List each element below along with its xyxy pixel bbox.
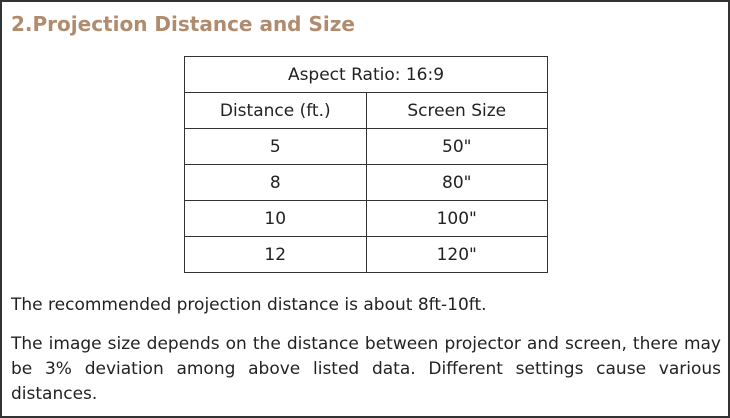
cell: 8 xyxy=(184,164,367,201)
paragraph: The image size depends on the distance b… xyxy=(11,334,721,404)
cell: 5 xyxy=(184,128,367,165)
column-header: Distance (ft.) xyxy=(184,92,367,129)
cell: 12 xyxy=(184,236,367,273)
column-header: Screen Size xyxy=(365,92,548,129)
cell: 80" xyxy=(365,164,548,201)
cell: 120" xyxy=(365,236,548,273)
cell: 10 xyxy=(184,200,367,237)
table-caption: Aspect Ratio: 16:9 xyxy=(184,56,548,93)
spec-table: Aspect Ratio: 16:9 Distance (ft.) Screen… xyxy=(184,56,548,273)
section-title: 2.Projection Distance and Size xyxy=(11,12,355,36)
cell: 100" xyxy=(365,200,548,237)
cell: 50" xyxy=(365,128,548,165)
paragraph: The recommended projection distance is a… xyxy=(11,295,487,315)
